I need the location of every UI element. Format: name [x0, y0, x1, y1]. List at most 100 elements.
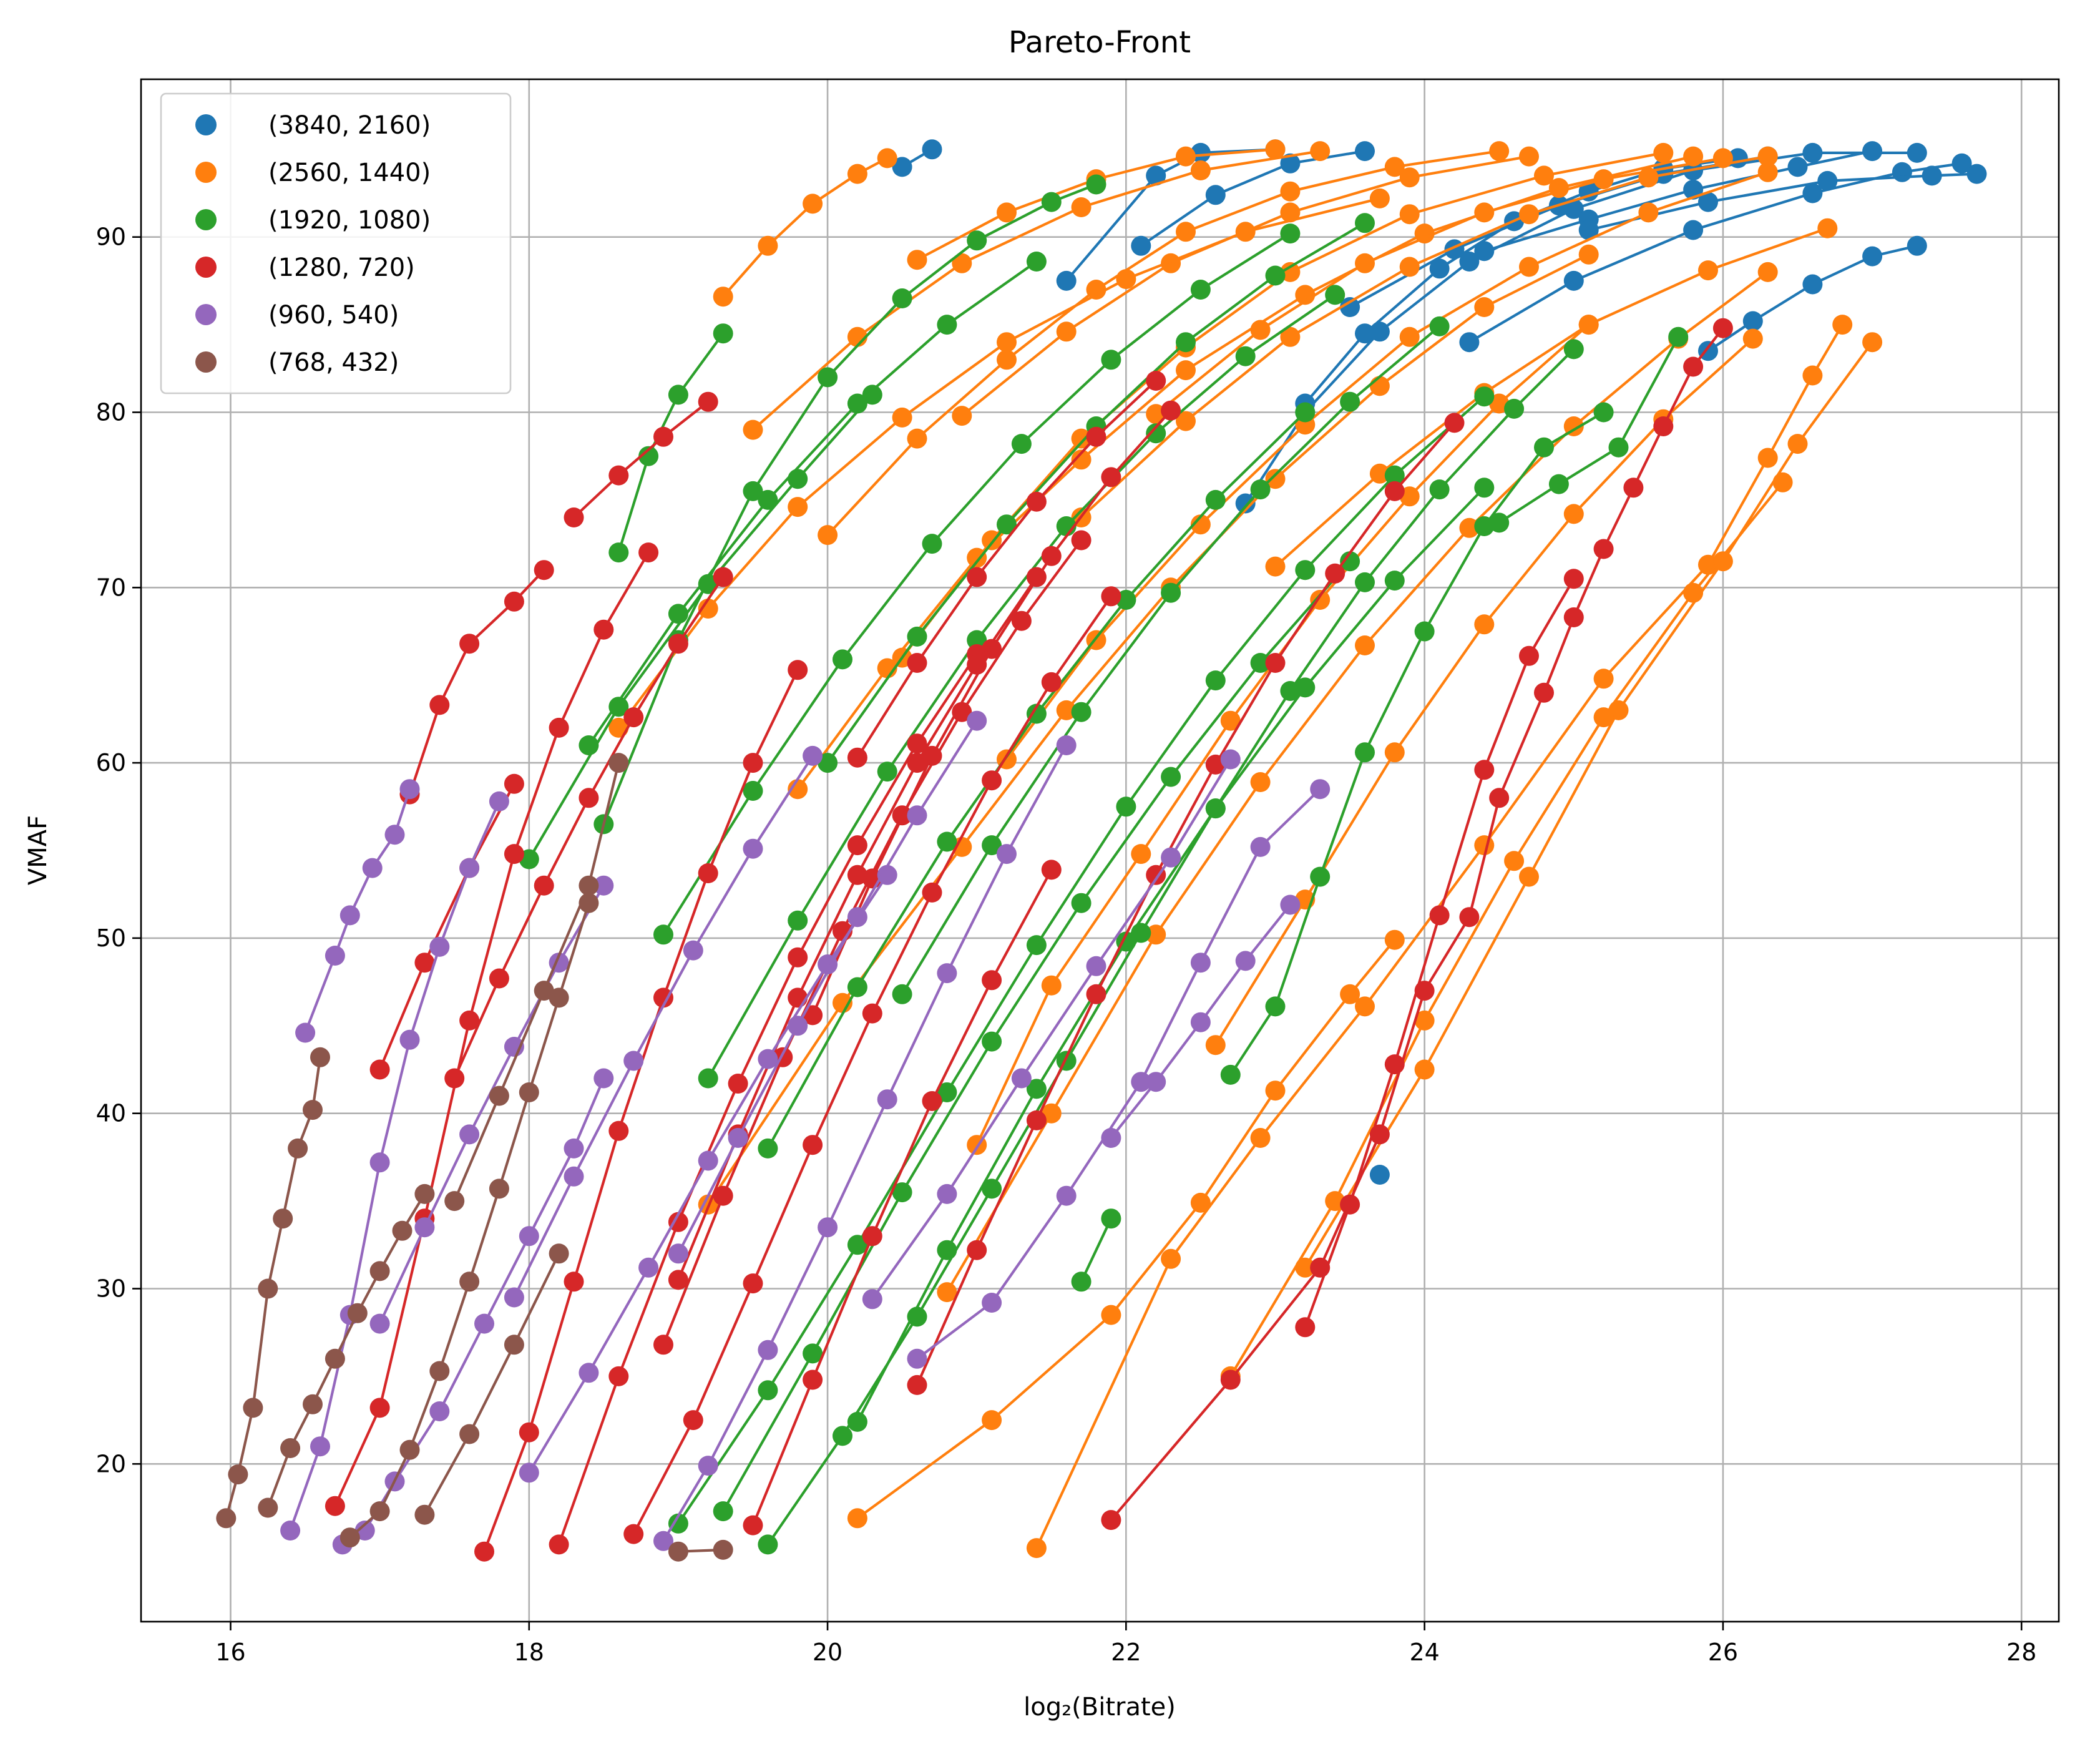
data-point — [937, 1282, 957, 1303]
data-point — [1071, 197, 1092, 217]
data-point — [1534, 165, 1554, 186]
data-point — [967, 654, 987, 675]
data-point — [1056, 270, 1077, 291]
data-point — [967, 630, 987, 650]
data-point — [1638, 202, 1659, 223]
data-point — [907, 1306, 927, 1327]
data-point — [1310, 779, 1331, 800]
data-point — [1250, 653, 1271, 673]
data-point — [1489, 141, 1510, 162]
series-line — [573, 401, 709, 519]
data-point — [788, 910, 808, 931]
data-point — [758, 489, 778, 510]
data-point — [1623, 478, 1644, 498]
data-point — [698, 863, 718, 883]
data-point — [1295, 560, 1316, 581]
data-point — [1593, 169, 1614, 190]
data-point — [1384, 571, 1405, 591]
data-point — [1250, 479, 1271, 500]
series-line — [1035, 324, 1844, 1549]
data-point — [1190, 953, 1211, 973]
data-point — [369, 1152, 390, 1173]
data-point — [847, 164, 867, 184]
series-line — [333, 552, 650, 1507]
data-point — [833, 649, 852, 670]
y-tick-label: 90 — [96, 223, 126, 251]
data-point — [1593, 707, 1614, 728]
data-point — [1459, 252, 1480, 272]
data-point — [698, 1150, 718, 1171]
data-point — [1176, 146, 1196, 167]
data-point — [1787, 434, 1808, 454]
data-point — [1146, 1072, 1166, 1092]
data-point — [728, 1074, 748, 1094]
data-point — [623, 707, 644, 728]
data-point — [638, 542, 659, 563]
data-point — [1519, 645, 1539, 666]
data-point — [1578, 315, 1599, 335]
data-point — [1235, 346, 1256, 366]
data-point — [1295, 1257, 1316, 1278]
x-tick-label: 18 — [514, 1639, 544, 1666]
data-point — [803, 745, 823, 766]
data-point — [1116, 796, 1136, 817]
data-point — [743, 1273, 763, 1294]
data-point — [1101, 467, 1121, 487]
data-point — [414, 1504, 435, 1525]
data-point — [1429, 905, 1450, 926]
data-point — [1399, 257, 1420, 277]
data-point — [1817, 170, 1838, 191]
grid — [141, 79, 2059, 1622]
chart-title: Pareto-Front — [1008, 25, 1191, 60]
data-point — [952, 702, 972, 722]
data-point — [459, 634, 480, 654]
data-point — [1265, 653, 1286, 673]
data-point — [1265, 469, 1286, 489]
data-point — [743, 1515, 763, 1536]
data-point — [967, 1240, 987, 1260]
data-point — [1056, 735, 1077, 755]
data-point — [1101, 1305, 1121, 1325]
series-line — [677, 720, 978, 1255]
data-point — [1011, 434, 1032, 454]
data-point — [982, 1178, 1002, 1199]
data-point — [847, 907, 867, 928]
data-point — [982, 1031, 1002, 1052]
data-point — [1205, 185, 1226, 205]
data-point — [1489, 788, 1510, 808]
data-point — [758, 1138, 778, 1159]
data-point — [1340, 551, 1360, 572]
data-point — [1011, 1068, 1032, 1089]
data-point — [1176, 360, 1196, 381]
data-point — [1683, 220, 1704, 240]
legend-label: (1280, 720) — [268, 253, 415, 282]
data-point — [1086, 984, 1106, 1004]
data-point — [1369, 1165, 1390, 1185]
data-point — [877, 762, 897, 782]
data-point — [608, 542, 629, 563]
data-point — [339, 1527, 360, 1548]
data-point — [758, 1340, 778, 1360]
data-point — [1250, 320, 1271, 340]
data-point — [847, 977, 867, 997]
data-point — [982, 970, 1002, 991]
data-point — [1384, 929, 1405, 950]
data-point — [414, 1183, 435, 1204]
data-point — [1817, 218, 1838, 238]
data-point — [1071, 449, 1092, 470]
data-point — [1190, 514, 1211, 535]
data-point — [1101, 1128, 1121, 1148]
data-point — [1399, 167, 1420, 188]
data-point — [1653, 416, 1674, 436]
data-point — [369, 1059, 390, 1080]
data-point — [803, 1369, 823, 1390]
data-point — [1489, 512, 1510, 533]
data-point — [1384, 465, 1405, 486]
data-point — [803, 1343, 823, 1364]
data-point — [1355, 141, 1375, 162]
data-point — [788, 497, 808, 517]
data-point — [1683, 582, 1704, 603]
data-point — [1399, 204, 1420, 225]
data-point — [608, 1120, 629, 1141]
series-line — [1110, 327, 1724, 1521]
